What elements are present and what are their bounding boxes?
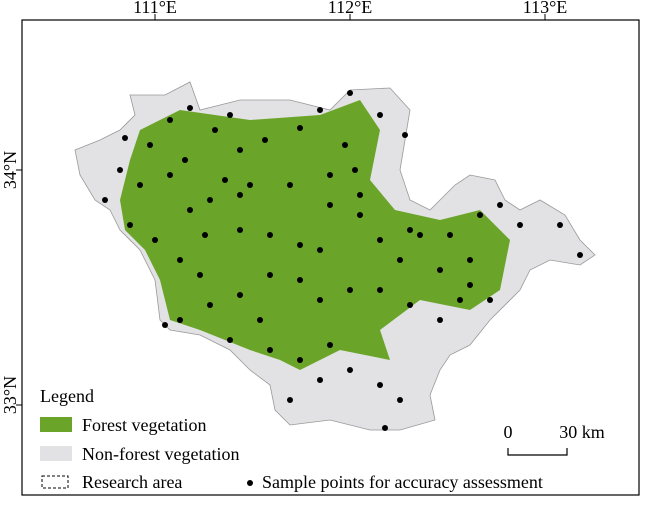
sample-point xyxy=(457,297,463,303)
sample-point xyxy=(227,112,233,118)
sample-point xyxy=(122,135,128,141)
forest-vegetation-area xyxy=(120,100,510,370)
scale-label: 30 km xyxy=(559,422,605,442)
sample-point xyxy=(377,287,383,293)
sample-point xyxy=(127,222,133,228)
sample-point xyxy=(382,425,388,431)
sample-point xyxy=(437,317,443,323)
sample-point xyxy=(267,347,273,353)
sample-point xyxy=(377,112,383,118)
scale-label: 0 xyxy=(504,422,513,442)
sample-point xyxy=(197,272,203,278)
latitude-label: 34°N xyxy=(0,151,20,189)
scale-bar xyxy=(507,448,568,456)
sample-point xyxy=(357,212,363,218)
sample-point xyxy=(237,292,243,298)
sample-point xyxy=(287,397,293,403)
sample-point xyxy=(202,232,208,238)
sample-point xyxy=(397,257,403,263)
sample-point xyxy=(487,297,493,303)
sample-point xyxy=(237,192,243,198)
sample-point xyxy=(407,227,413,233)
sample-point xyxy=(317,247,323,253)
legend-swatch xyxy=(247,480,253,486)
sample-point xyxy=(417,232,423,238)
longitude-label: 112°E xyxy=(328,0,373,17)
legend-label: Research area xyxy=(82,472,182,492)
sample-point xyxy=(477,212,483,218)
sample-point xyxy=(517,222,523,228)
sample-point xyxy=(187,207,193,213)
sample-point xyxy=(207,197,213,203)
sample-point xyxy=(187,105,193,111)
sample-point xyxy=(162,322,168,328)
sample-point xyxy=(317,377,323,383)
sample-point xyxy=(297,242,303,248)
sample-point xyxy=(177,317,183,323)
legend-swatch xyxy=(40,417,72,432)
sample-point xyxy=(137,182,143,188)
sample-point xyxy=(497,202,503,208)
sample-point xyxy=(182,157,188,163)
sample-point xyxy=(407,302,413,308)
sample-point xyxy=(402,132,408,138)
sample-point xyxy=(352,167,358,173)
sample-point xyxy=(147,142,153,148)
sample-point xyxy=(212,127,218,133)
sample-point xyxy=(357,192,363,198)
sample-point xyxy=(267,232,273,238)
sample-point xyxy=(327,342,333,348)
sample-point xyxy=(262,137,268,143)
latitude-label: 33°N xyxy=(0,376,20,414)
sample-point xyxy=(317,107,323,113)
sample-point xyxy=(257,317,263,323)
sample-point xyxy=(347,287,353,293)
sample-point xyxy=(577,252,583,258)
sample-point xyxy=(167,117,173,123)
sample-point xyxy=(287,182,293,188)
sample-point xyxy=(342,142,348,148)
sample-point xyxy=(102,197,108,203)
sample-point xyxy=(327,172,333,178)
longitude-label: 113°E xyxy=(523,0,568,17)
sample-point xyxy=(267,272,273,278)
sample-point xyxy=(327,202,333,208)
legend-swatch xyxy=(40,446,72,461)
longitude-label: 111°E xyxy=(133,0,177,17)
sample-point xyxy=(247,182,253,188)
sample-point xyxy=(447,232,453,238)
sample-point xyxy=(297,277,303,283)
sample-point xyxy=(177,257,183,263)
sample-point xyxy=(467,282,473,288)
sample-points xyxy=(102,90,583,431)
legend-title: Legend xyxy=(40,386,94,406)
sample-point xyxy=(377,382,383,388)
sample-point xyxy=(437,267,443,273)
sample-point xyxy=(347,367,353,373)
sample-point xyxy=(317,297,323,303)
sample-point xyxy=(237,227,243,233)
sample-point xyxy=(167,172,173,178)
legend-label: Non-forest vegetation xyxy=(82,444,239,464)
sample-point xyxy=(227,337,233,343)
legend-label: Forest vegetation xyxy=(82,415,206,435)
sample-point xyxy=(222,177,228,183)
sample-point xyxy=(467,257,473,263)
sample-point xyxy=(207,302,213,308)
sample-point xyxy=(152,237,158,243)
sample-point xyxy=(557,222,563,228)
sample-point xyxy=(397,397,403,403)
legend-swatch xyxy=(41,475,69,489)
sample-point xyxy=(377,237,383,243)
sample-point xyxy=(297,125,303,131)
legend-label: Sample points for accuracy assessment xyxy=(262,472,543,492)
sample-point xyxy=(347,90,353,96)
sample-point xyxy=(297,357,303,363)
sample-point xyxy=(117,167,123,173)
sample-point xyxy=(237,147,243,153)
